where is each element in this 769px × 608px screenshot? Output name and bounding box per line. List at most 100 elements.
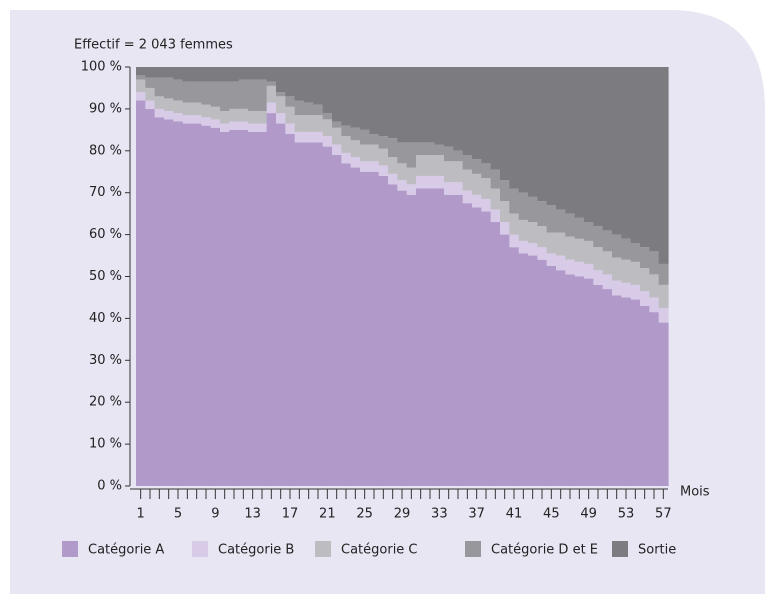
area-step (388, 157, 398, 174)
area-step (658, 284, 669, 308)
area-step (388, 138, 398, 158)
y-tick-label: 90 % (89, 101, 122, 116)
area-step (509, 234, 520, 248)
area-step (537, 201, 548, 227)
area-step (220, 131, 230, 486)
area-step (434, 175, 445, 189)
area-step (612, 257, 622, 281)
area-step (294, 131, 305, 143)
area-step (584, 263, 594, 279)
area-step (602, 274, 613, 290)
area-step (229, 121, 240, 130)
area-step (593, 226, 604, 248)
area-step (369, 67, 380, 135)
legend-label: Catégorie B (218, 543, 294, 558)
area-step (434, 154, 445, 176)
y-tick-label: 10 % (89, 437, 122, 452)
area-step (276, 67, 286, 93)
area-step (621, 238, 632, 260)
area-step (565, 213, 576, 237)
area-step (220, 110, 230, 124)
area-step (266, 85, 277, 103)
area-step (621, 259, 632, 283)
area-step (574, 67, 585, 218)
area-step (546, 253, 557, 267)
area-step (490, 209, 501, 223)
area-step (173, 79, 184, 101)
x-tick-label: 21 (319, 507, 336, 522)
area-step (472, 194, 482, 208)
area-step (462, 154, 473, 170)
area-step (500, 222, 510, 235)
area-step (388, 173, 398, 185)
area-step (649, 274, 660, 298)
area-step (490, 169, 501, 189)
area-step (285, 134, 296, 487)
area-step (332, 121, 342, 128)
area-step (136, 79, 146, 93)
area-step (612, 67, 622, 235)
area-step (397, 163, 408, 181)
area-step (378, 148, 389, 166)
y-tick-label: 80 % (89, 143, 122, 158)
area-step (238, 108, 249, 122)
area-step (201, 67, 212, 82)
area-step (462, 67, 473, 155)
area-step (294, 115, 305, 132)
area-step (313, 67, 324, 105)
area-step (350, 127, 361, 141)
area-step (248, 67, 258, 80)
area-step (397, 142, 408, 164)
area-step (397, 67, 408, 143)
area-step (649, 67, 660, 252)
area-step (173, 100, 184, 114)
area-step (332, 154, 342, 487)
area-step (238, 129, 249, 486)
y-tick-label: 30 % (89, 353, 122, 368)
area-step (397, 180, 408, 191)
area-step (182, 115, 193, 124)
chart-title: Effectif = 2 043 femmes (74, 38, 233, 53)
area-step (201, 125, 212, 486)
area-step (500, 201, 510, 223)
area-step (518, 192, 529, 220)
area-step (490, 222, 501, 486)
area-step (593, 284, 604, 486)
area-step (444, 146, 454, 162)
area-step (528, 222, 538, 243)
area-step (537, 259, 548, 486)
area-step (192, 102, 202, 116)
area-step (453, 161, 464, 183)
area-step (630, 242, 641, 262)
area-step (276, 123, 286, 486)
area-step (658, 263, 669, 285)
area-step (136, 100, 146, 487)
area-step (528, 242, 538, 256)
area-step (444, 182, 454, 195)
area-step (304, 115, 314, 132)
area-step (294, 100, 305, 116)
area-step (294, 67, 305, 101)
area-step (304, 102, 314, 116)
area-step (462, 203, 473, 487)
area-step (546, 205, 557, 233)
area-step (341, 163, 352, 486)
area-step (481, 198, 492, 212)
area-step (210, 106, 221, 120)
area-step (341, 67, 352, 126)
area-step (481, 178, 492, 199)
area-step (509, 188, 520, 214)
area-step (621, 67, 632, 239)
area-step (313, 115, 324, 132)
legend-label: Sortie (638, 543, 676, 558)
area-step (602, 251, 613, 275)
x-tick-label: 25 (356, 507, 373, 522)
area-step (192, 123, 202, 486)
area-step (416, 175, 426, 189)
area-step (593, 247, 604, 271)
area-step (173, 113, 184, 122)
area-step (257, 67, 268, 80)
area-step (593, 270, 604, 285)
area-step (182, 102, 193, 116)
area-step (360, 144, 370, 162)
